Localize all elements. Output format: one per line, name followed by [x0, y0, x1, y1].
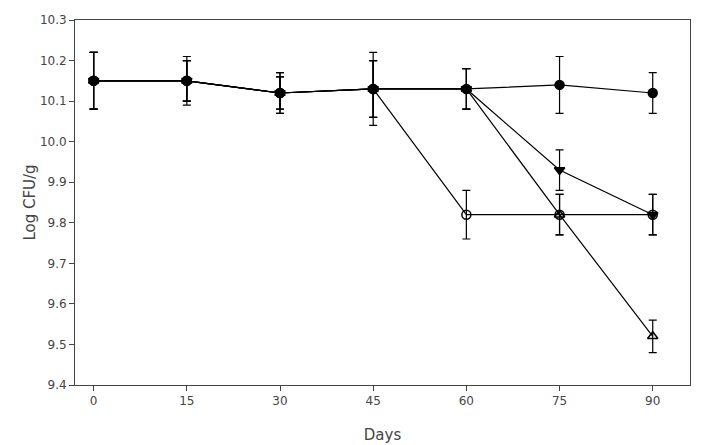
svg-text:10.3: 10.3 — [40, 13, 67, 27]
svg-text:10.1: 10.1 — [40, 94, 67, 108]
svg-text:75: 75 — [552, 394, 567, 408]
svg-text:9.8: 9.8 — [48, 216, 67, 230]
svg-text:Days: Days — [364, 426, 402, 444]
svg-text:45: 45 — [366, 394, 381, 408]
svg-text:60: 60 — [459, 394, 474, 408]
svg-text:0: 0 — [90, 394, 98, 408]
svg-text:30: 30 — [272, 394, 287, 408]
svg-text:15: 15 — [179, 394, 194, 408]
svg-text:9.6: 9.6 — [48, 297, 67, 311]
svg-text:9.5: 9.5 — [48, 338, 67, 352]
svg-text:Log CFU/g: Log CFU/g — [21, 164, 39, 240]
svg-text:9.4: 9.4 — [48, 378, 67, 392]
svg-text:10.2: 10.2 — [40, 54, 67, 68]
svg-text:9.9: 9.9 — [48, 175, 67, 189]
svg-text:10.0: 10.0 — [40, 135, 67, 149]
svg-text:9.7: 9.7 — [48, 257, 67, 271]
svg-text:90: 90 — [645, 394, 660, 408]
